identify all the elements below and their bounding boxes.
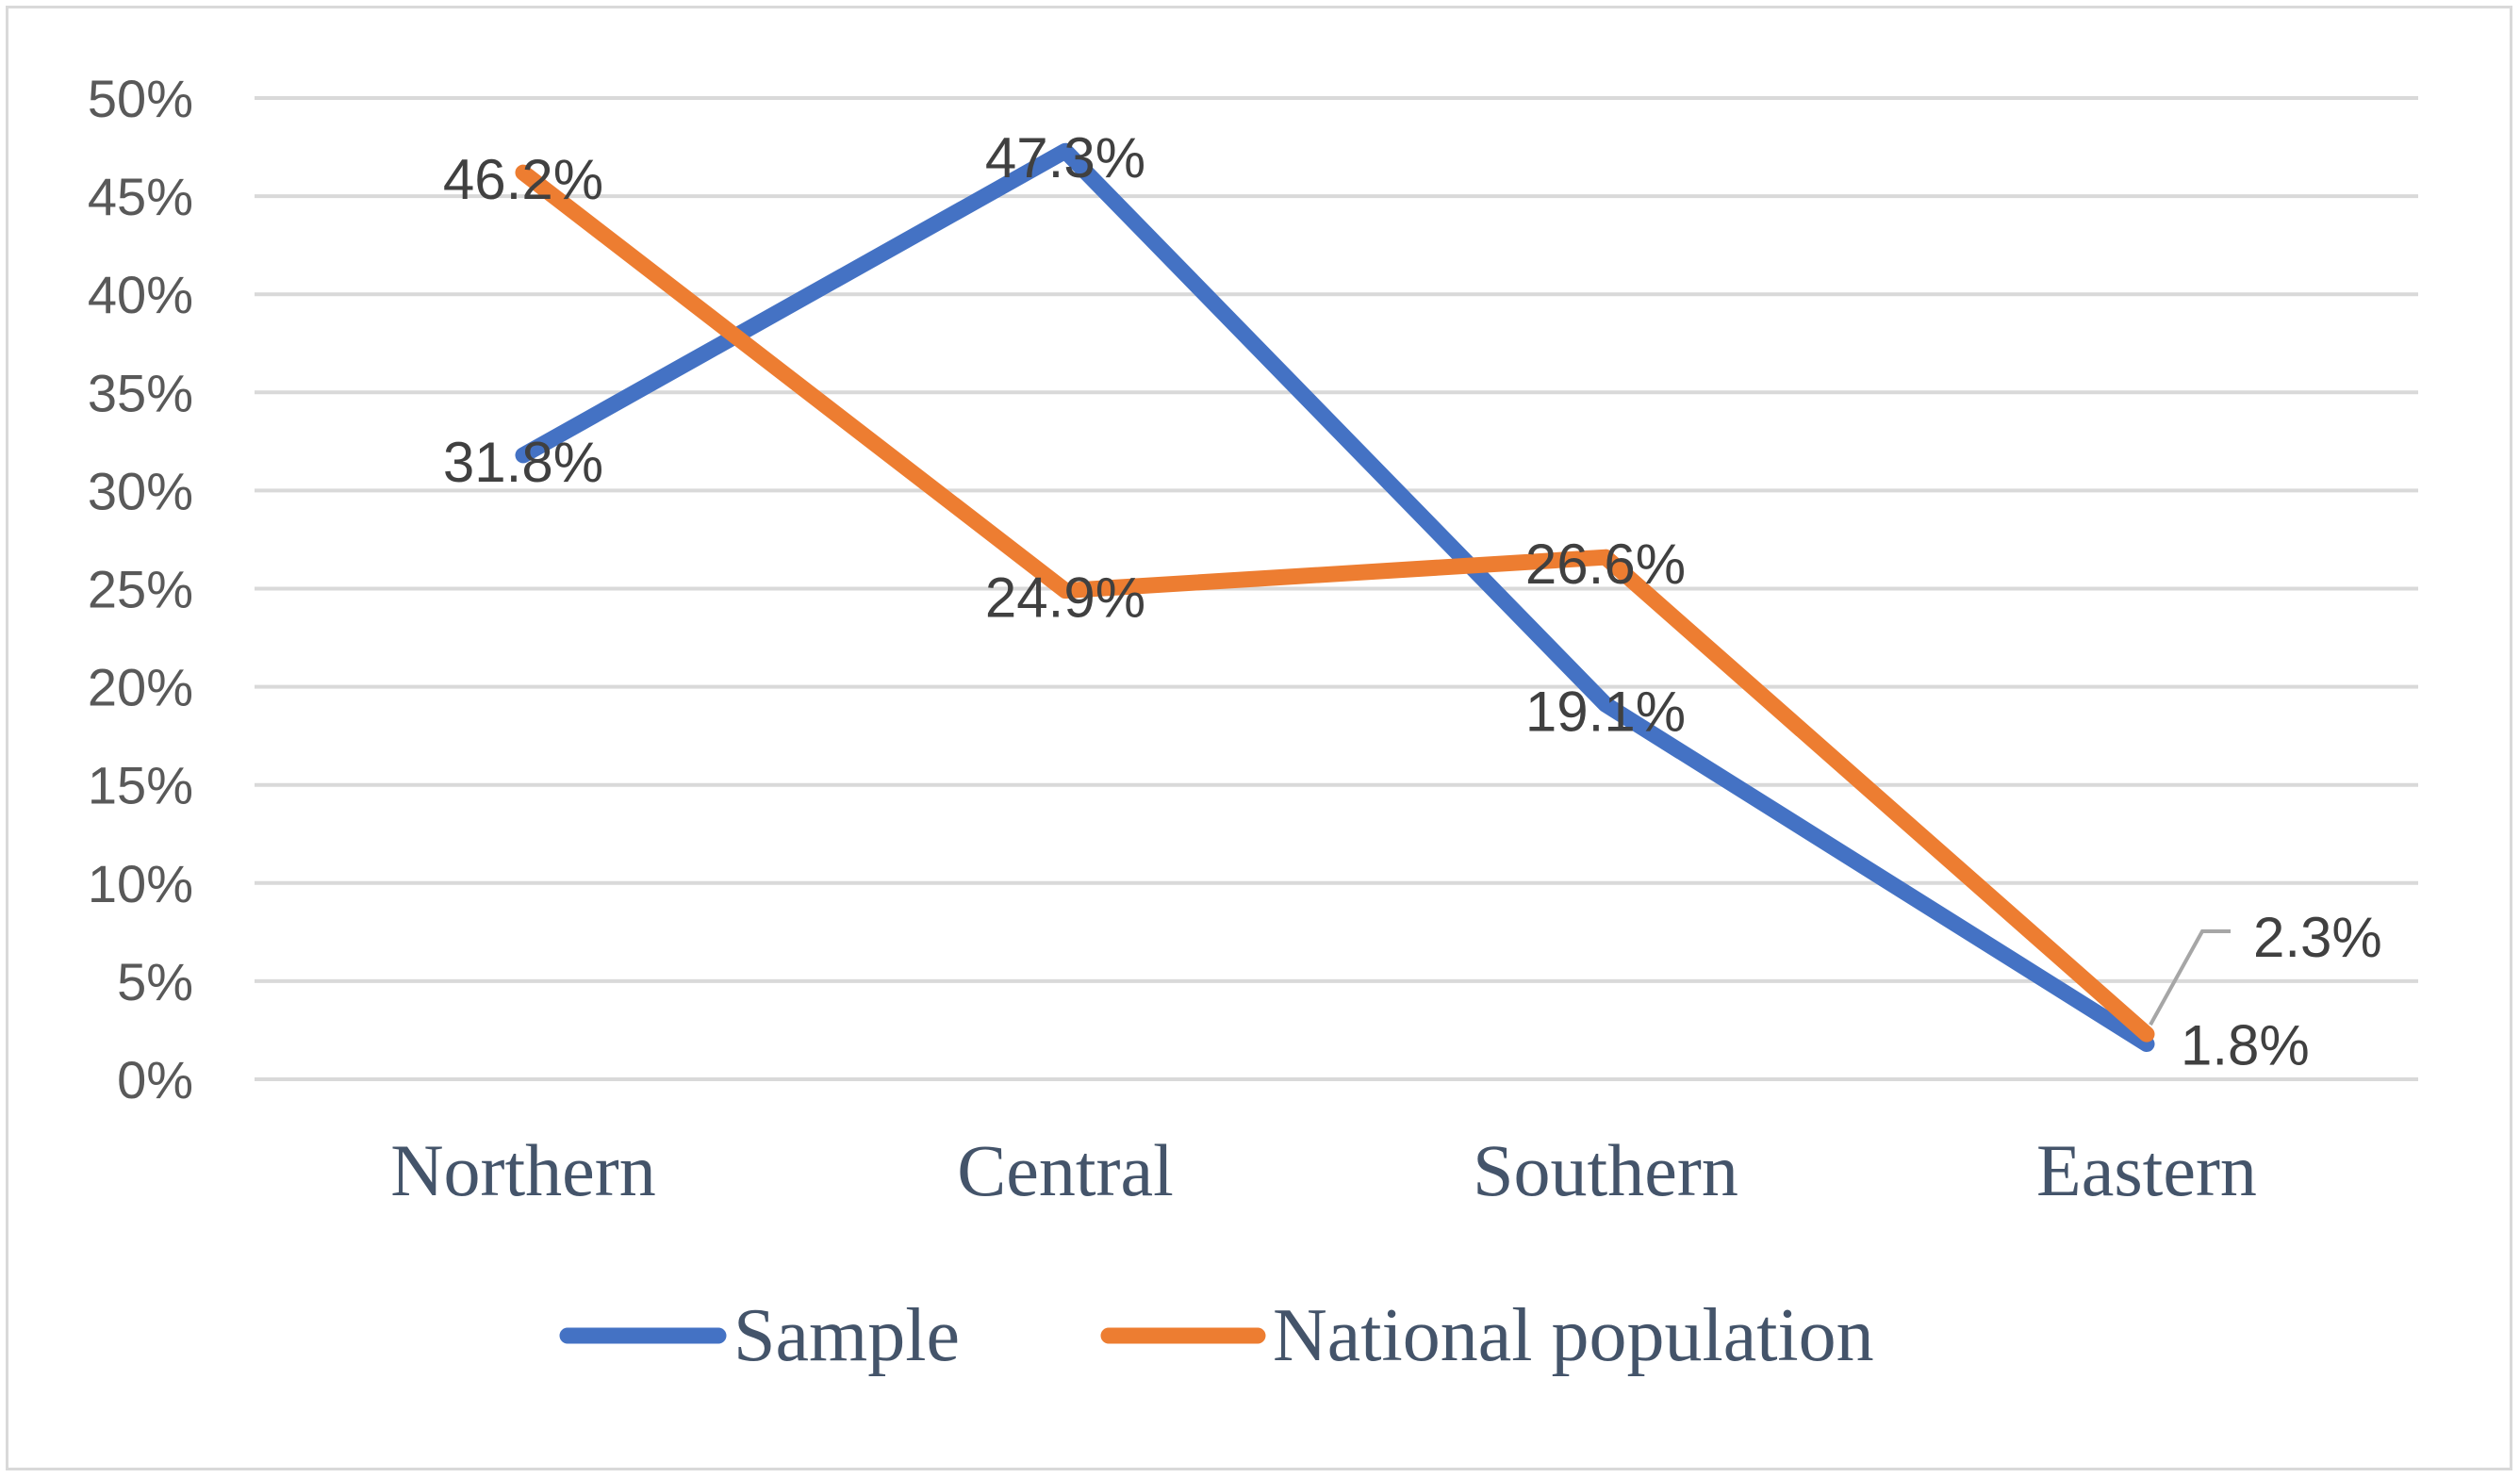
data-label: 46.2% — [443, 148, 603, 211]
series-line-national-population — [515, 164, 2155, 1043]
chart-frame — [6, 6, 2512, 1470]
legend: Sample National population — [559, 1294, 1874, 1377]
data-point — [516, 447, 531, 463]
series-line-sample — [515, 142, 2155, 1053]
y-tick-label: 30% — [88, 461, 193, 520]
data-label: 47.3% — [985, 126, 1145, 189]
data-point — [1058, 143, 1073, 159]
legend-label: National population — [1273, 1294, 1874, 1377]
series-lines — [515, 142, 2155, 1053]
y-tick-label: 35% — [88, 363, 193, 422]
data-label: 2.3% — [2253, 906, 2382, 969]
leader-line — [2149, 929, 2231, 1026]
y-tick-label: 5% — [117, 952, 193, 1011]
data-point — [1598, 697, 1613, 713]
y-tick-label: 0% — [117, 1050, 193, 1109]
x-category-label: Southern — [1473, 1129, 1738, 1211]
data-label: 26.6% — [1525, 533, 1686, 596]
data-label: 24.9% — [985, 567, 1145, 630]
data-label: 19.1% — [1525, 680, 1686, 743]
x-category-label: Central — [957, 1129, 1174, 1211]
data-label: 1.8% — [2181, 1014, 2310, 1077]
y-tick-label: 15% — [88, 756, 193, 815]
y-tick-label: 45% — [88, 167, 193, 226]
y-axis-ticks: 0% 5% 10% 15% 20% 25% 30% 35% 40% 45% 50% — [88, 69, 193, 1109]
y-tick-label: 50% — [88, 69, 193, 128]
data-labels: 31.8% 47.3% 19.1% 1.8% 46.2% 24.9% 26.6% 2.3% — [443, 126, 2382, 1076]
data-point — [2139, 1026, 2154, 1043]
y-tick-label: 40% — [88, 265, 193, 324]
data-point — [516, 165, 531, 181]
data-point — [1058, 583, 1073, 599]
y-tick-label: 25% — [88, 560, 193, 619]
y-tick-label: 10% — [88, 854, 193, 913]
x-axis-categories: Northern Central Southern Eastern — [390, 1129, 2257, 1211]
gridlines — [255, 96, 2418, 1081]
data-label: 31.8% — [443, 431, 603, 494]
data-point — [1598, 550, 1613, 566]
y-tick-label: 20% — [88, 658, 193, 717]
x-category-label: Northern — [390, 1129, 656, 1211]
x-category-label: Eastern — [2036, 1129, 2257, 1211]
legend-label: Sample — [733, 1294, 960, 1377]
